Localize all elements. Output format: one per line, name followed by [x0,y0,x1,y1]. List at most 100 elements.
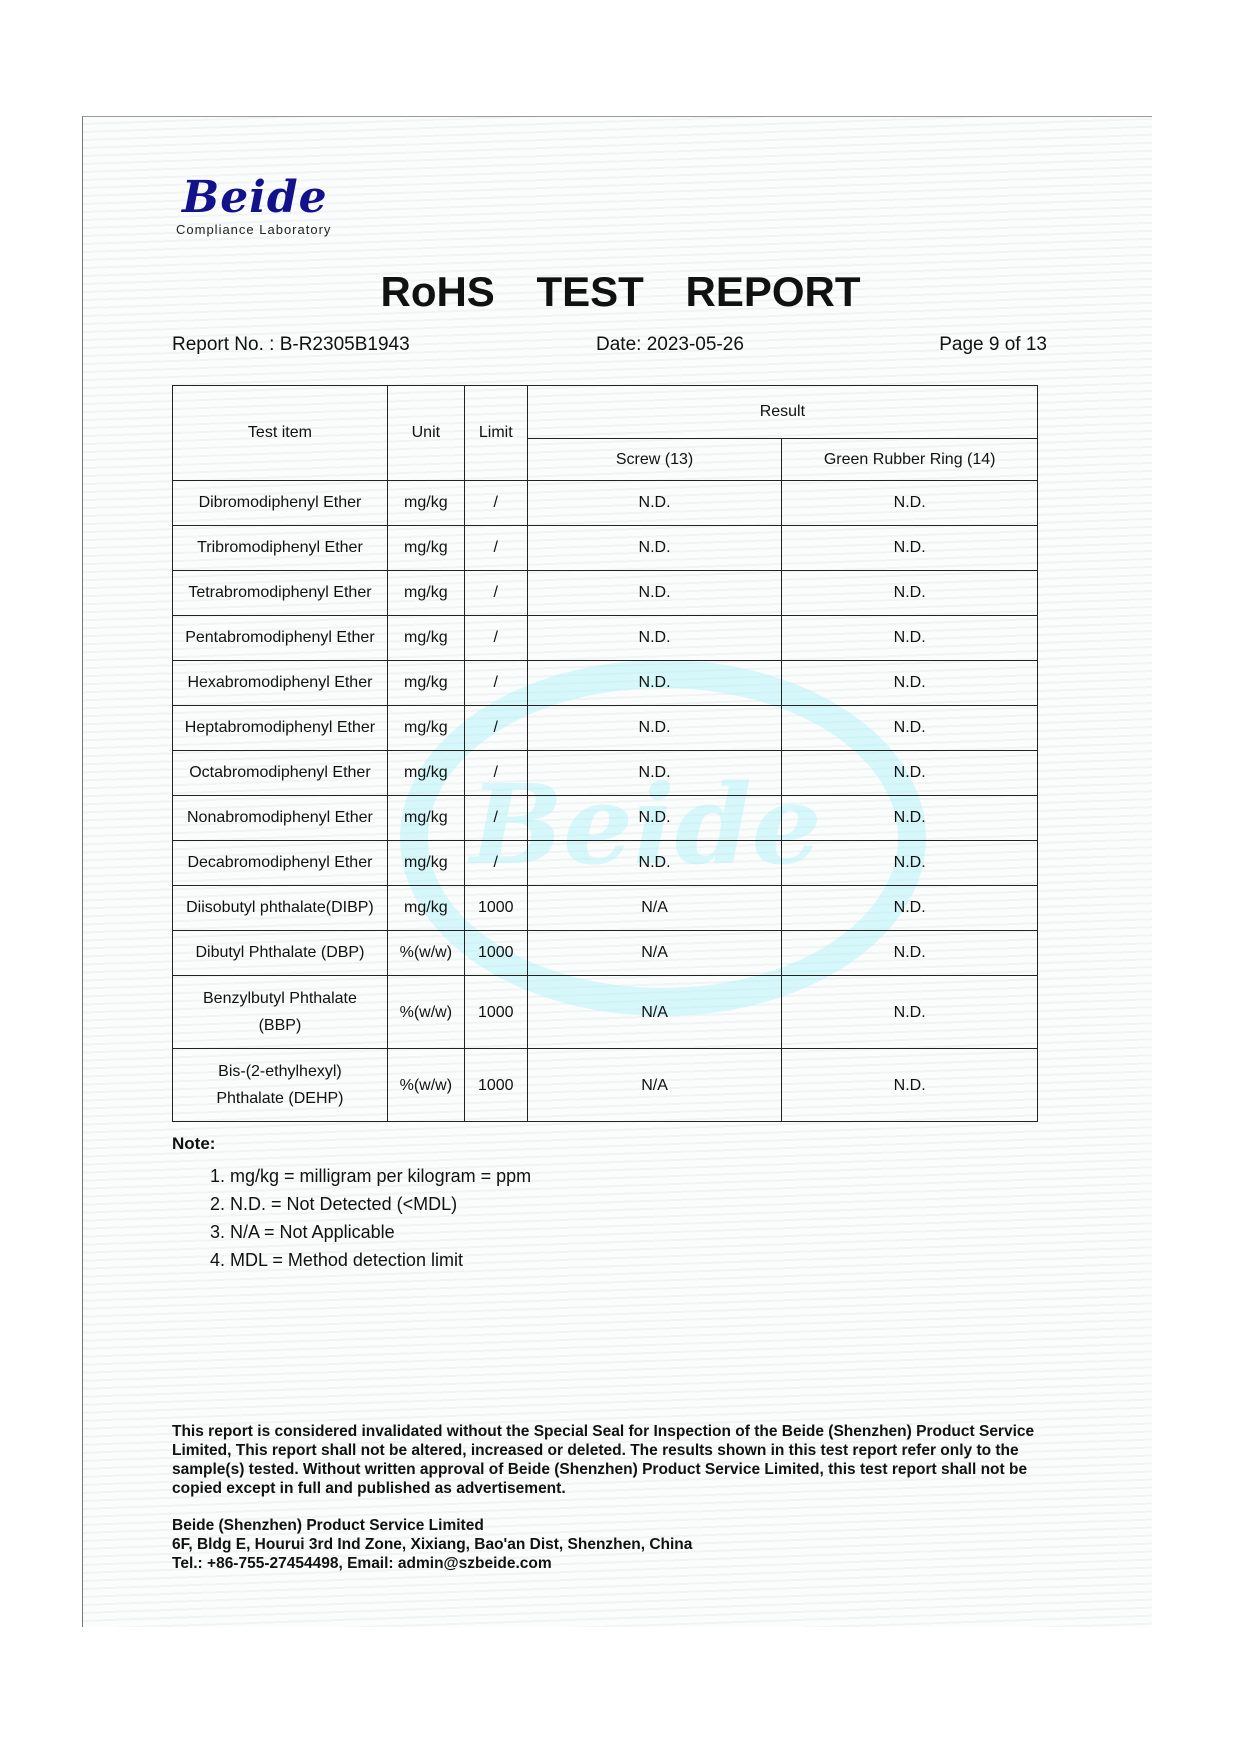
unit-cell: mg/kg [386,660,465,706]
limit-cell: / [463,660,528,706]
company-name: Beide (Shenzhen) Product Service Limited [172,1517,484,1534]
result-rubber-ring-cell: N.D. [781,570,1038,616]
table-row: Heptabromodiphenyl Ether mg/kg / N.D. N.D. [172,705,1038,751]
result-screw-cell: N.D. [526,795,783,841]
disclaimer: This report is considered invalidated wi… [172,1423,1035,1497]
result-screw-cell: N.D. [526,480,783,526]
note-item: 2. N.D. = Not Detected (<MDL) [210,1194,458,1214]
limit-cell: / [463,525,528,571]
result-screw-cell: N/A [526,975,783,1049]
test-item-cell: Dibromodiphenyl Ether [172,480,388,526]
test-item-cell: Hexabromodiphenyl Ether [172,660,388,706]
table-row: Dibutyl Phthalate (DBP) %(w/w) 1000 N/A N.D. [172,930,1038,976]
test-item-cell: Nonabromodiphenyl Ether [172,795,388,841]
test-item: Dibromodiphenyl Ether [198,494,362,511]
result-rubber-ring-cell: N.D. [781,480,1038,526]
report-title: RoHS TEST REPORT [380,268,861,315]
table-row: Dibromodiphenyl Ether mg/kg / N.D. N.D. [172,480,1038,526]
unit-cell: mg/kg [386,885,465,931]
test-item: Diisobutyl phthalate(DIBP) [186,899,374,916]
unit-cell: mg/kg [386,570,465,616]
table-row: Tribromodiphenyl Ether mg/kg / N.D. N.D. [172,525,1038,571]
result-screw-cell: N.D. [526,525,783,571]
result-screw-cell: N/A [526,885,783,931]
limit-cell: / [463,750,528,796]
limit-cell: / [463,480,528,526]
company-info: Beide (Shenzhen) Product Service Limited… [172,1516,692,1573]
report-number: Report No. : B-R2305B1943 [172,334,410,355]
test-item: Hexabromodiphenyl Ether [187,674,373,691]
test-item-cell: Octabromodiphenyl Ether [172,750,388,796]
test-item-cell: Benzylbutyl Phthalate (BBP) [172,975,388,1049]
unit-cell: mg/kg [386,480,465,526]
unit-cell: mg/kg [386,750,465,796]
page-number: Page 9 of 13 [939,334,1047,355]
table-row: Benzylbutyl Phthalate (BBP) %(w/w) 1000 N/A N… [172,975,1038,1049]
limit-cell: 1000 [463,885,528,931]
unit-cell: mg/kg [386,705,465,751]
unit-cell: mg/kg [386,840,465,886]
test-item: Decabromodiphenyl Ether [187,854,373,871]
header-result: Result [526,385,1039,439]
limit-cell: 1000 [463,975,528,1049]
company-address: 6F, Bldg E, Hourui 3rd Ind Zone, Xixiang… [172,1536,693,1553]
limit-cell: / [463,570,528,616]
result-rubber-ring-cell: N.D. [781,795,1038,841]
result-screw-cell: N.D. [526,615,783,661]
limit-cell: / [463,615,528,661]
test-item: Tribromodiphenyl Ether [197,539,363,556]
company-contact: Tel.: +86-755-27454498, Email: admin@szb… [172,1555,552,1572]
result-screw-cell: N.D. [526,570,783,616]
limit-cell: 1000 [463,1048,528,1122]
test-item: Benzylbutyl Phthalate [203,990,357,1007]
header-limit: Limit [463,385,528,481]
unit-cell: %(w/w) [386,930,465,976]
test-item-cell: Pentabromodiphenyl Ether [172,615,388,661]
unit-cell: mg/kg [386,525,465,571]
test-item: Heptabromodiphenyl Ether [184,719,376,736]
result-screw-cell: N/A [526,1048,783,1122]
note-item: 1. mg/kg = milligram per kilogram = ppm [210,1166,532,1186]
header-sample-screw: Screw (13) [526,438,783,481]
test-item: Bis-(2-ethylhexyl) [218,1063,342,1080]
table-row: Pentabromodiphenyl Ether mg/kg / N.D. N.D. [172,615,1038,661]
test-item: Dibutyl Phthalate (DBP) [195,944,365,961]
result-screw-cell: N/A [526,930,783,976]
result-rubber-ring-cell: N.D. [781,975,1038,1049]
table-row: Bis-(2-ethylhexyl) Phthalate (DEHP) %(w/w)… [172,1048,1038,1122]
table-row: Decabromodiphenyl Ether mg/kg / N.D. N.D. [172,840,1038,886]
test-item: Tetrabromodiphenyl Ether [188,584,372,601]
unit-cell: %(w/w) [386,975,465,1049]
note-label: Note: [172,1134,216,1153]
test-item-cell: Tetrabromodiphenyl Ether [172,570,388,616]
result-rubber-ring-cell: N.D. [781,930,1038,976]
table-row: Nonabromodiphenyl Ether mg/kg / N.D. N.D. [172,795,1038,841]
test-item-cell: Tribromodiphenyl Ether [172,525,388,571]
test-item-line2: Phthalate (DEHP) [216,1090,344,1107]
header-test-item: Test item [172,385,388,481]
note-item: 3. N/A = Not Applicable [210,1222,395,1242]
note-item: 4. MDL = Method detection limit [210,1250,463,1270]
header-unit: Unit [386,385,465,481]
limit-cell: / [463,705,528,751]
test-item: Nonabromodiphenyl Ether [186,809,373,826]
result-rubber-ring-cell: N.D. [781,705,1038,751]
result-rubber-ring-cell: N.D. [781,885,1038,931]
logo-subtitle: Compliance Laboratory [176,222,332,237]
unit-cell: mg/kg [386,795,465,841]
test-item: Pentabromodiphenyl Ether [185,629,375,646]
table-row: Hexabromodiphenyl Ether mg/kg / N.D. N.D. [172,660,1038,706]
unit-cell: %(w/w) [386,1048,465,1122]
beide-logo: Beide Compliance Laboratory [176,176,332,238]
header-sample-rubber-ring: Green Rubber Ring (14) [781,438,1038,481]
result-rubber-ring-cell: N.D. [781,840,1038,886]
result-rubber-ring-cell: N.D. [781,1048,1038,1122]
result-screw-cell: N.D. [526,660,783,706]
test-item-line2: (BBP) [258,1017,302,1034]
test-item-cell: Dibutyl Phthalate (DBP) [172,930,388,976]
limit-cell: / [463,795,528,841]
report-date: Date: 2023-05-26 [596,334,744,355]
result-screw-cell: N.D. [526,750,783,796]
result-screw-cell: N.D. [526,840,783,886]
